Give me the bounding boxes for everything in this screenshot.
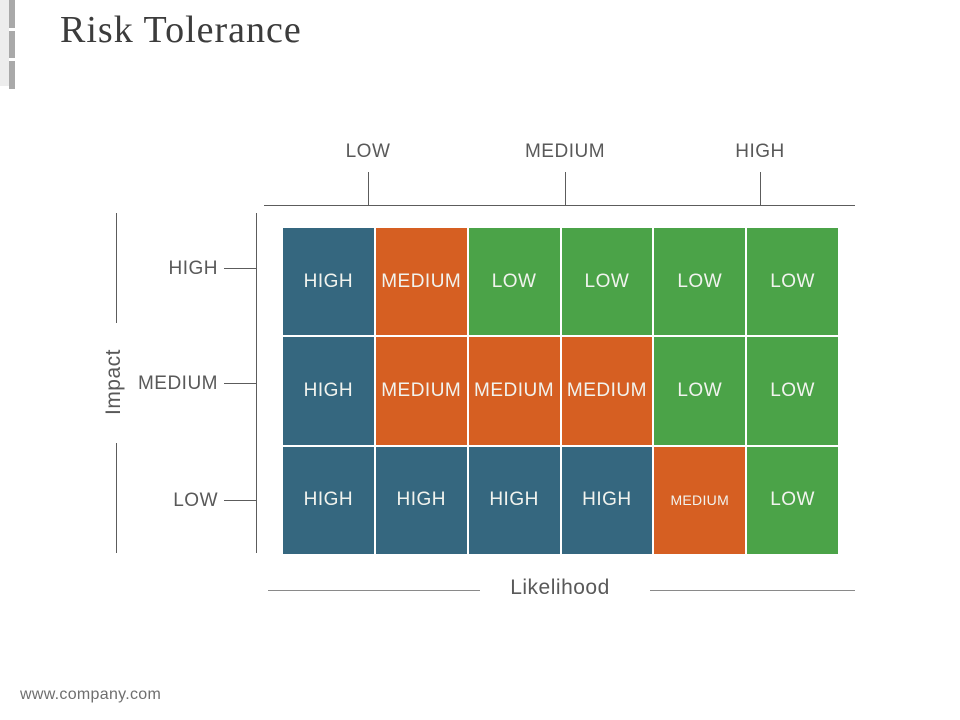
- footer-url: www.company.com: [20, 686, 162, 703]
- y-axis-label-low: LOW: [173, 490, 218, 511]
- matrix-cell-r3-c4-high: HIGH: [561, 446, 653, 554]
- y-axis-line: [256, 213, 257, 553]
- y-axis-tick: [224, 500, 256, 501]
- x-axis-label-medium: MEDIUM: [524, 141, 606, 162]
- matrix-cell-r2-c3-medium: MEDIUM: [468, 337, 560, 445]
- slide-edge-bar: [9, 0, 15, 28]
- impact-axis-segment: [116, 213, 117, 323]
- likelihood-line-left: [268, 590, 480, 591]
- matrix-cell-r3-c6-low: LOW: [747, 446, 838, 554]
- x-axis-tick: [368, 172, 369, 205]
- matrix-cell-r1-c2-medium: MEDIUM: [375, 228, 467, 336]
- y-axis-label-high: HIGH: [168, 258, 218, 279]
- slide-edge-bar: [9, 61, 15, 90]
- slide-edge-strip: [0, 0, 9, 86]
- y-axis-tick: [224, 383, 256, 384]
- x-axis-tick: [565, 172, 566, 205]
- matrix-cell-r1-c3-low: LOW: [468, 228, 560, 336]
- x-axis-line: [264, 205, 855, 206]
- matrix-cell-r2-c6-low: LOW: [747, 337, 838, 445]
- matrix-cell-r1-c5-low: LOW: [654, 228, 746, 336]
- matrix-cell-r3-c3-high: HIGH: [468, 446, 560, 554]
- page-title: Risk Tolerance: [60, 9, 302, 51]
- matrix-cell-r1-c1-high: HIGH: [283, 228, 374, 336]
- x-axis-label-low: LOW: [345, 141, 391, 162]
- matrix-cell-r2-c5-low: LOW: [654, 337, 746, 445]
- matrix-cell-r3-c5-medium: MEDIUM: [654, 446, 746, 554]
- x-axis-title: Likelihood: [510, 576, 610, 599]
- x-axis-tick: [760, 172, 761, 205]
- risk-matrix: HIGH MEDIUM LOW LOW LOW LOW HIGH MEDIUM MEDIUM ME…: [283, 228, 838, 554]
- matrix-cell-r1-c6-low: LOW: [747, 228, 838, 336]
- matrix-cell-r3-c2-high: HIGH: [375, 446, 467, 554]
- y-axis-tick: [224, 268, 256, 269]
- impact-axis-segment: [116, 443, 117, 553]
- matrix-cell-r2-c2-medium: MEDIUM: [375, 337, 467, 445]
- y-axis-label-medium: MEDIUM: [137, 373, 218, 394]
- slide-edge-bars: [9, 0, 15, 90]
- matrix-cell-r2-c4-medium: MEDIUM: [561, 337, 653, 445]
- matrix-cell-r1-c4-low: LOW: [561, 228, 653, 336]
- matrix-cell-r2-c1-high: HIGH: [283, 337, 374, 445]
- slide-edge-bar: [9, 30, 15, 59]
- y-axis-title: Impact: [102, 348, 125, 416]
- matrix-cell-r3-c1-high: HIGH: [283, 446, 374, 554]
- x-axis-label-high: HIGH: [735, 141, 785, 162]
- likelihood-line-right: [650, 590, 855, 591]
